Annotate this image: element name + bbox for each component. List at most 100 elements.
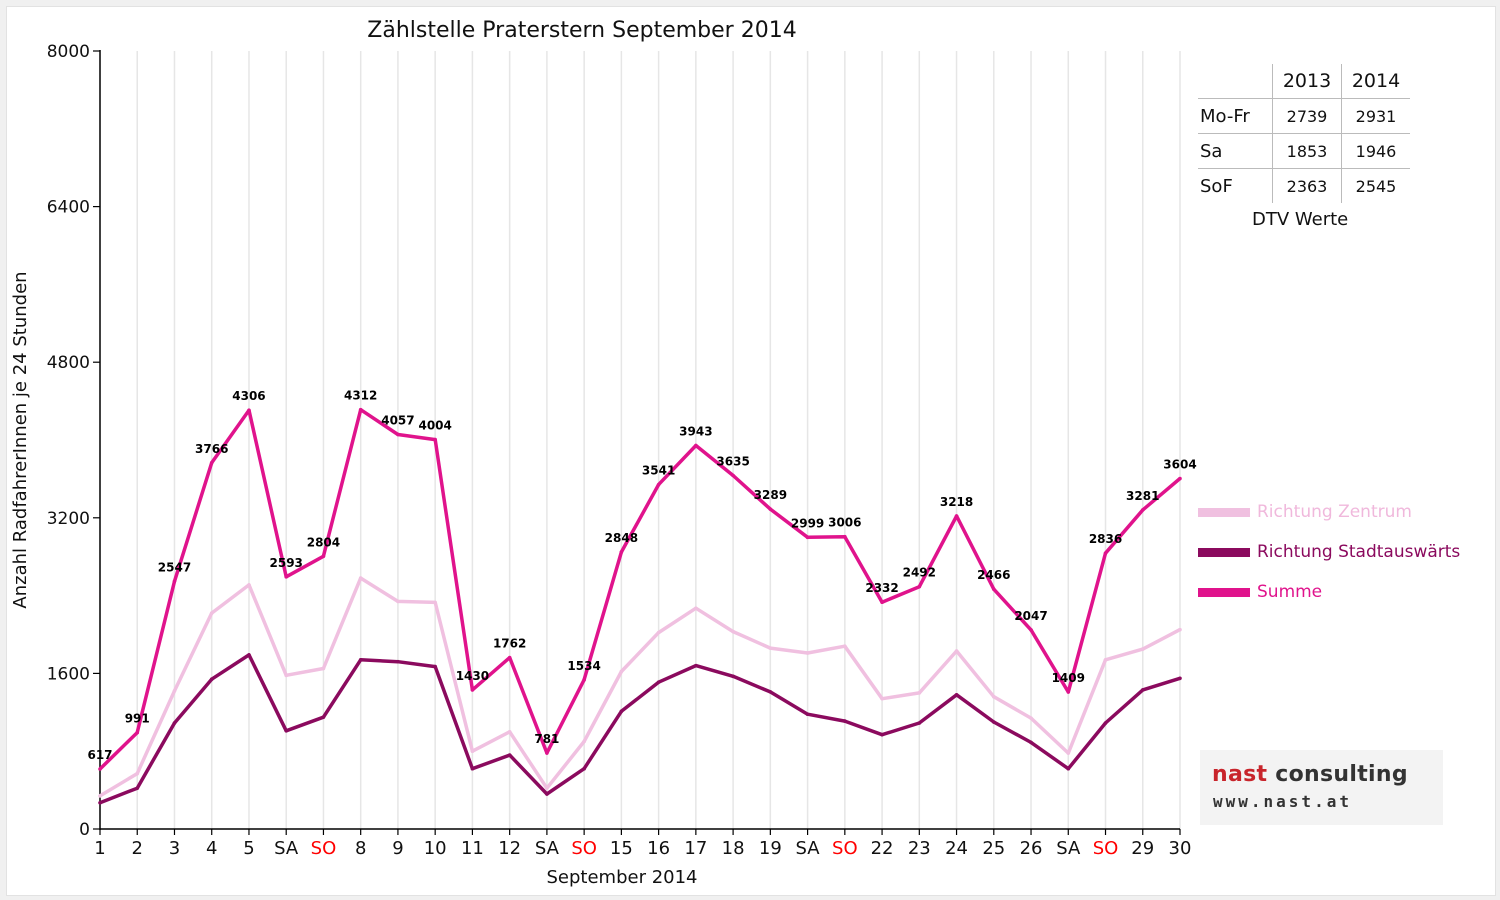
data-point [731,629,735,634]
data-point [172,579,177,584]
data-point [880,732,884,737]
data-label: 1534 [567,659,600,673]
data-point [917,721,922,725]
dtv-header-2013: 2013 [1272,64,1342,99]
dtv-row-label: Mo-Fr [1198,98,1273,134]
x-tick-label: SA [796,838,821,859]
legend-label: Richtung Stadtauswärts [1257,542,1461,562]
y-tick-label: 4800 [47,353,90,373]
data-point [843,534,847,539]
x-tick-label: 8 [355,838,366,859]
data-label: 2492 [903,566,936,580]
logo-name: nast consulting [1212,762,1408,787]
data-point [582,766,586,771]
data-point [694,606,698,611]
data-point [656,482,661,487]
data-label: 3766 [195,442,228,456]
x-tick-label: 30 [1169,838,1192,859]
data-point [209,611,214,615]
data-label: 1430 [456,669,489,683]
legend: Richtung Zentrum Richtung Stadtauswärts … [1198,492,1460,612]
x-ticks: 1 2 3 4 5 SA SO 8 9 10 11 12 SA SO 15 16 17 18 19 SA SO 22 23 2… [94,829,1191,859]
company-logo: nast consulting www.nast.at [1200,750,1443,825]
dtv-cell: 1946 [1341,133,1410,169]
data-label: 1762 [493,637,526,651]
axes [99,50,1180,830]
dtv-header-2014: 2014 [1341,64,1410,99]
data-point [991,587,996,591]
logo-name-part1: nast [1212,762,1268,787]
series-line-2 [98,407,1182,771]
grid [136,51,1181,829]
data-point [321,554,326,559]
data-label: 1409 [1052,671,1085,685]
data-label: 4306 [232,389,265,403]
x-tick-label: 26 [1020,838,1043,859]
data-point [1103,657,1108,662]
y-tick-label: 3200 [47,509,90,529]
data-point [135,786,140,790]
y-tick-label: 6400 [47,198,90,218]
data-label: 2047 [1014,609,1047,623]
data-point [321,715,326,719]
data-point [1029,716,1033,720]
data-point [172,689,177,693]
dtv-cell: 2545 [1341,168,1410,203]
data-point [694,663,698,668]
data-point [843,644,847,648]
data-point [582,678,586,682]
data-point [396,599,400,604]
data-label: 3604 [1163,458,1196,472]
data-point [358,576,363,580]
data-label: 4312 [344,389,377,403]
dtv-row-label: SoF [1198,168,1273,203]
data-point [284,728,289,733]
x-tick-label: 17 [684,838,707,859]
dtv-corner [1198,64,1273,99]
data-point [619,709,624,714]
data-point [917,691,922,695]
x-tick-label: SO [311,838,337,859]
data-point [247,583,251,587]
dtv-cell: 2739 [1272,98,1342,134]
data-point [470,688,475,692]
data-point [209,677,214,682]
data-point [656,630,661,635]
data-label: 2593 [270,556,303,570]
data-point [433,600,437,605]
data-point [358,407,363,412]
x-tick-label: 19 [759,838,782,859]
legend-label: Summe [1257,582,1323,602]
x-tick-label: SA [1056,838,1081,859]
dtv-cell: 2931 [1341,98,1410,134]
dtv-table: 2013 2014 Mo-Fr 2739 2931 Sa 1853 1946 S… [1198,64,1410,203]
data-label: 2547 [158,560,191,574]
data-point [1178,476,1182,481]
data-label: 3218 [940,495,973,509]
data-point [247,653,251,657]
data-point [135,730,140,735]
data-label: 3541 [642,464,675,478]
data-label: 2332 [865,581,898,595]
legend-swatch [1198,547,1250,557]
data-point [358,657,363,662]
data-point [954,649,959,653]
data-point [470,766,475,771]
data-point [433,664,437,669]
y-ticks: 0 1600 3200 4800 6400 8000 [47,42,100,840]
data-point [954,692,959,697]
data-point [954,514,959,518]
x-tick-label: SO [832,838,858,859]
data-point [507,753,512,757]
data-label: 3289 [754,488,787,502]
data-point [991,694,996,699]
series-line-1 [99,653,1181,805]
data-point [731,473,735,478]
y-axis-label: Anzahl RadfahrerInnen je 24 Stunden [10,271,31,608]
data-label: 3006 [828,516,861,530]
data-point [545,792,549,796]
x-tick-label: 23 [908,838,931,859]
data-label: 2999 [791,516,824,530]
data-point [805,712,810,717]
